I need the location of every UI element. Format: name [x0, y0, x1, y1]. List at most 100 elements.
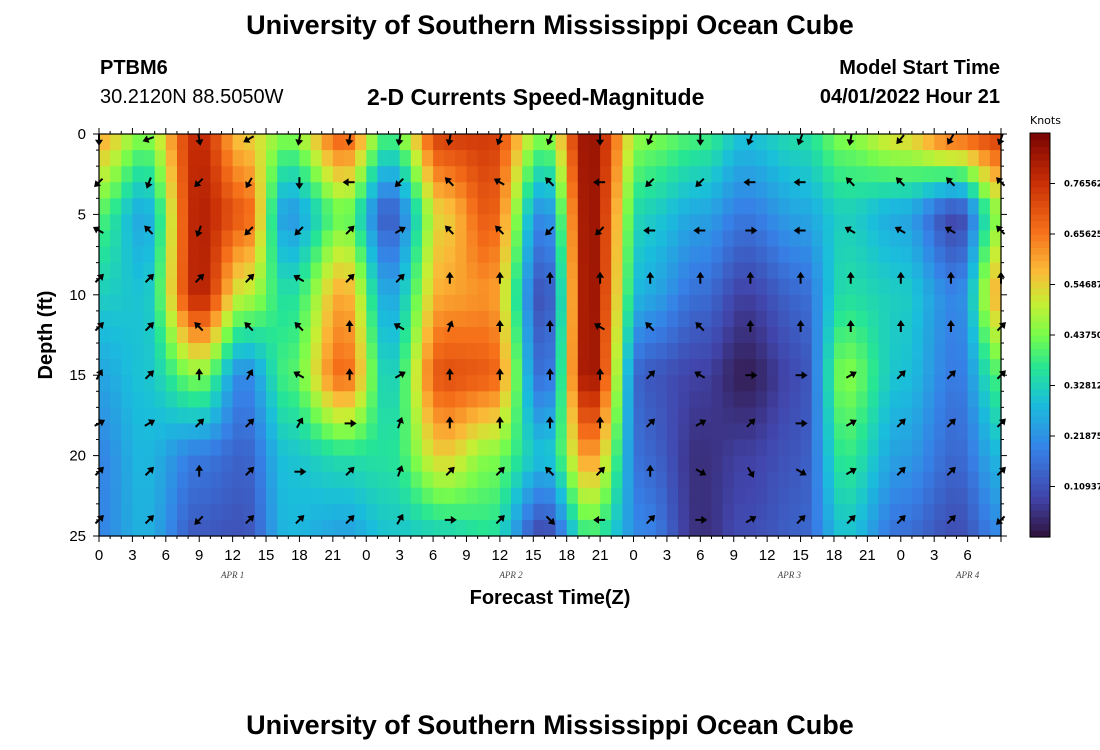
- heatmap-cell: [154, 471, 167, 489]
- heatmap-cell: [733, 230, 746, 248]
- heatmap-cell: [143, 487, 156, 505]
- heatmap-cell: [210, 246, 223, 264]
- heatmap-cell: [978, 230, 991, 248]
- current-arrow: [395, 273, 405, 283]
- heatmap-cell: [210, 214, 223, 232]
- heatmap-cell: [288, 487, 300, 505]
- heatmap-cell: [756, 471, 768, 489]
- heatmap-cell: [967, 359, 980, 376]
- heatmap-cell: [444, 278, 456, 296]
- heatmap-cell: [778, 214, 790, 232]
- heatmap-cell: [321, 310, 334, 328]
- heatmap-cell: [711, 278, 724, 296]
- heatmap-cell: [121, 150, 133, 167]
- heatmap-cell: [399, 166, 412, 183]
- heatmap-cell: [655, 391, 668, 408]
- colorbar-segment: [1030, 341, 1050, 349]
- heatmap-cell: [466, 423, 479, 441]
- heatmap-cell: [856, 182, 868, 199]
- heatmap-cell: [878, 471, 891, 489]
- heatmap-cell: [310, 294, 323, 312]
- heatmap-cell: [355, 439, 367, 457]
- heatmap-cell: [355, 198, 367, 215]
- heatmap-cell: [199, 343, 211, 360]
- current-arrow-head: [946, 137, 954, 145]
- heatmap-cell: [600, 519, 612, 537]
- heatmap-cell: [689, 150, 701, 167]
- heatmap-cell: [711, 503, 724, 521]
- heatmap-cell: [722, 375, 735, 392]
- heatmap-cell: [655, 262, 668, 280]
- heatmap-cell: [967, 375, 980, 392]
- x-tick-label: 21: [325, 547, 342, 564]
- heatmap-cell: [321, 246, 334, 264]
- heatmap-cell: [822, 487, 835, 505]
- heatmap-cell: [366, 439, 378, 457]
- heatmap-cell: [177, 262, 189, 280]
- heatmap-cell: [967, 423, 980, 441]
- heatmap-cell: [477, 487, 490, 505]
- heatmap-cell: [767, 503, 779, 521]
- heatmap-cell: [121, 198, 133, 215]
- heatmap-cell: [511, 278, 523, 296]
- heatmap-cell: [210, 182, 223, 199]
- heatmap-cell: [566, 407, 579, 425]
- heatmap-cell: [711, 487, 724, 505]
- heatmap-cell: [444, 455, 456, 473]
- heatmap-cell: [188, 391, 200, 408]
- heatmap-cell: [744, 294, 757, 312]
- heatmap-cell: [956, 262, 969, 280]
- heatmap-cell: [566, 230, 579, 248]
- heatmap-cell: [444, 503, 456, 521]
- heatmap-cell: [989, 359, 1002, 376]
- current-arrow-head: [696, 139, 705, 146]
- heatmap-cell: [121, 182, 133, 199]
- heatmap-cell: [210, 439, 223, 457]
- heatmap-cell: [900, 246, 913, 264]
- heatmap-cell: [911, 519, 924, 537]
- heatmap-cell: [366, 471, 378, 489]
- heatmap-cell: [566, 214, 579, 232]
- heatmap-cell: [722, 439, 735, 457]
- heatmap-cell: [711, 455, 724, 473]
- heatmap-cell: [522, 359, 534, 376]
- heatmap-cell: [800, 487, 813, 505]
- heatmap-cell: [978, 487, 991, 505]
- heatmap-cell: [666, 246, 679, 264]
- current-arrow-head: [296, 417, 304, 425]
- colorbar-segment: [1030, 469, 1050, 477]
- heatmap-cell: [488, 214, 501, 232]
- heatmap-cell: [188, 198, 200, 215]
- current-arrow-head: [497, 466, 505, 474]
- heatmap-cell: [655, 423, 668, 441]
- current-arrow-head: [848, 514, 856, 523]
- heatmap-cell: [410, 519, 423, 537]
- heatmap-cell: [332, 134, 345, 151]
- heatmap-cell: [399, 134, 412, 151]
- heatmap-cell: [154, 262, 167, 280]
- heatmap-cell: [132, 198, 145, 215]
- heatmap-cell: [789, 230, 802, 248]
- heatmap-cell: [678, 214, 690, 232]
- current-arrow: [294, 467, 307, 476]
- heatmap-cell: [310, 278, 323, 296]
- heatmap-cell: [499, 343, 512, 360]
- current-arrow-head: [648, 514, 656, 523]
- colorbar-segment: [1030, 402, 1050, 410]
- heatmap-cell: [332, 519, 345, 537]
- heatmap-cell: [722, 359, 735, 376]
- heatmap-cell: [332, 439, 345, 457]
- heatmap-cell: [644, 407, 657, 425]
- heatmap-cell: [577, 327, 590, 344]
- heatmap-cell: [254, 343, 267, 360]
- heatmap-cell: [956, 343, 969, 360]
- heatmap-cell: [366, 391, 378, 408]
- heatmap-cell: [132, 359, 145, 376]
- heatmap-cell: [856, 262, 868, 280]
- heatmap-cell: [633, 327, 646, 344]
- current-arrow: [493, 178, 505, 186]
- heatmap-cell: [355, 278, 367, 296]
- heatmap-cell: [700, 294, 712, 312]
- current-arrow-head: [596, 139, 605, 146]
- heatmap-cell: [466, 198, 479, 215]
